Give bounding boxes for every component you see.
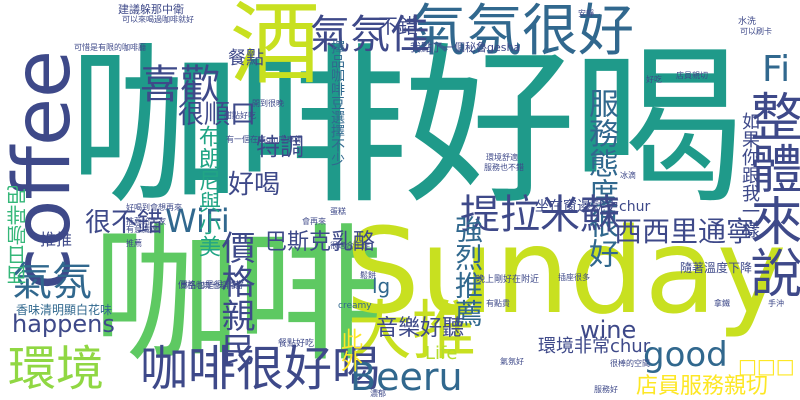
word: creamy bbox=[338, 301, 372, 311]
word: 很適合工作 bbox=[330, 241, 370, 250]
word: 酒 bbox=[230, 0, 320, 97]
word: 推推 bbox=[40, 230, 73, 249]
word: 單品咖啡也非常好 bbox=[180, 281, 244, 290]
word: 水洗 bbox=[738, 17, 757, 27]
word: lg bbox=[372, 274, 391, 298]
word: 好喝 bbox=[228, 170, 281, 200]
word: 環境舒適 bbox=[486, 153, 518, 162]
word: 不錯 bbox=[378, 14, 418, 38]
word: 冰滴 bbox=[620, 171, 636, 180]
word: 價格親民 bbox=[215, 230, 255, 366]
word: 隨著溫度下降 bbox=[680, 261, 753, 275]
word: 香味清明顯白花味 bbox=[16, 303, 113, 317]
word: 氣氛 bbox=[12, 259, 92, 305]
word: 咖啡 bbox=[92, 210, 384, 382]
word: 可以來喝過咖啡就好 bbox=[122, 15, 194, 24]
word: 強烈推薦 bbox=[451, 215, 484, 327]
word: 咖啡好喝 bbox=[68, 27, 744, 228]
word: 坐在窗邊就更chur bbox=[535, 199, 651, 215]
word: 手沖 bbox=[768, 299, 784, 308]
word: 餐點好吃 bbox=[278, 339, 315, 349]
word: 很不錯 bbox=[85, 208, 164, 238]
word: 濃郁 bbox=[370, 389, 386, 398]
word: 餐點 bbox=[228, 48, 264, 69]
word: 可惜是有限的咖啡廳 bbox=[74, 43, 146, 52]
word: 我點了一個秘魯gesha bbox=[410, 41, 521, 54]
word: happens bbox=[12, 310, 115, 338]
word: 晚上剛好在附近 bbox=[476, 275, 540, 285]
word: 整體來說 bbox=[741, 90, 800, 298]
word: 會再來 bbox=[302, 217, 326, 226]
word: 特調 bbox=[256, 133, 304, 161]
word: 大推 bbox=[348, 295, 476, 369]
word: 推薦 bbox=[126, 239, 142, 248]
word: Beeru bbox=[350, 355, 463, 399]
word: 環境 bbox=[8, 341, 105, 397]
word: 有點貴 bbox=[486, 299, 510, 308]
word: Sunday bbox=[345, 202, 787, 340]
word: 店員親切 bbox=[676, 71, 708, 80]
word: good bbox=[643, 335, 728, 375]
word: 價格也是很不錯 bbox=[178, 281, 242, 291]
word: Fi bbox=[762, 49, 791, 90]
word: 建議躲那中衛 bbox=[118, 3, 184, 16]
word: 如果你跟我一樣 bbox=[739, 112, 760, 238]
word: 氣氛好 bbox=[500, 357, 524, 366]
word: 布朗尼與小美 bbox=[195, 125, 220, 257]
word: 店員服務親切 bbox=[636, 374, 769, 399]
word: 很棒的空間 bbox=[610, 359, 650, 368]
word: wine bbox=[580, 316, 637, 344]
word: 氣氛很好 bbox=[410, 0, 634, 64]
word: 好喝到會想再來 bbox=[126, 203, 182, 212]
word: 此外 bbox=[337, 328, 362, 372]
word: 開到很晚 bbox=[252, 99, 284, 108]
word: 拿鐵 bbox=[714, 299, 730, 308]
word: WiFi bbox=[165, 202, 230, 240]
word: 可以刷卡 bbox=[740, 27, 772, 36]
word: 甜點好吃 bbox=[224, 111, 256, 120]
word: 服務也不錯 bbox=[484, 163, 524, 172]
word: 擇品咖啡豆選擇不少 bbox=[329, 40, 345, 166]
word: 推薦給大家 bbox=[126, 217, 166, 226]
word: Life bbox=[425, 343, 458, 364]
word: 西西里通寧 bbox=[614, 215, 755, 248]
word: 有一個在高gin序車師 bbox=[226, 135, 303, 144]
word: 提拉米蘇 bbox=[460, 192, 620, 238]
word: 服務好 bbox=[594, 385, 618, 394]
word: 插座很多 bbox=[558, 273, 590, 282]
word: 安靜 bbox=[578, 9, 594, 18]
word: 鬆餅 bbox=[360, 271, 376, 280]
word: 環境非常chur bbox=[538, 336, 651, 357]
word: 蛋糕 bbox=[330, 207, 346, 216]
word: 很順口 bbox=[178, 100, 257, 130]
word: 巴斯克乳酪 bbox=[265, 230, 376, 255]
word: 服務態度很好 bbox=[583, 88, 618, 268]
word: 咖啡很好喝 bbox=[140, 341, 381, 397]
word: 西日咖啡吧 bbox=[6, 185, 30, 285]
word: 音樂好聽 bbox=[376, 316, 465, 341]
word: □□□ bbox=[738, 354, 795, 378]
word: 有意識過 bbox=[126, 225, 158, 234]
word: 好吃 bbox=[646, 75, 662, 84]
word: 喜歡 bbox=[140, 62, 220, 108]
word: 氣氛佳 bbox=[310, 12, 430, 58]
